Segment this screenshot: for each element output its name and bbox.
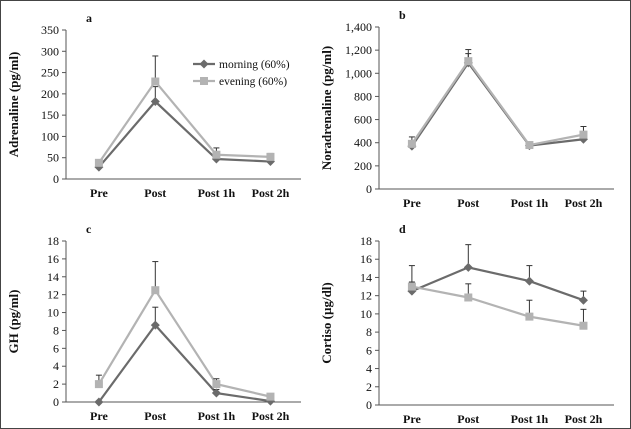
data-point-c-0-0 — [94, 397, 104, 407]
legend-marker-1 — [200, 77, 208, 85]
x-tick-label-a-3: Post 2h — [252, 186, 290, 200]
x-tick-label-b-0: Pre — [403, 196, 421, 210]
x-tick-label-b-3: Post 2h — [565, 196, 603, 210]
data-point-a-0-1 — [150, 97, 160, 107]
data-point-d-1-0 — [407, 282, 416, 291]
x-tick-label-a-1: Post — [144, 186, 166, 200]
y-tick-label-c-9: 18 — [47, 234, 59, 248]
y-tick-label-b-3: 600 — [354, 113, 372, 127]
y-tick-label-d-1: 2 — [366, 380, 372, 394]
data-point-a-1-1 — [151, 77, 160, 86]
y-tick-label-a-7: 350 — [41, 23, 59, 37]
series-line-d-0 — [411, 266, 584, 302]
y-tick-label-a-6: 300 — [41, 44, 59, 58]
y-tick-label-c-0: 0 — [53, 395, 59, 409]
data-point-b-1-2 — [525, 141, 534, 150]
panel-label-c: c — [86, 222, 92, 236]
y-tick-label-b-1: 200 — [354, 159, 372, 173]
panel-label-a: a — [86, 11, 92, 25]
y-tick-label-c-5: 10 — [47, 306, 59, 320]
y-tick-label-b-5: 1,000 — [345, 66, 372, 80]
y-tick-label-c-2: 4 — [53, 359, 59, 373]
y-tick-label-a-2: 100 — [41, 129, 59, 143]
legend-marker-0 — [199, 59, 209, 69]
y-tick-label-d-5: 10 — [360, 307, 372, 321]
series-line-c-1 — [97, 288, 271, 398]
y-tick-label-a-5: 250 — [41, 66, 59, 80]
x-tick-label-d-0: Pre — [403, 412, 421, 426]
y-tick-label-a-0: 0 — [53, 172, 59, 186]
y-tick-label-c-7: 14 — [47, 270, 59, 284]
data-point-d-0-3 — [578, 295, 588, 305]
y-tick-label-d-6: 12 — [360, 289, 372, 303]
y-tick-label-d-9: 18 — [360, 234, 372, 248]
x-tick-label-d-1: Post — [457, 412, 479, 426]
series-line-a-0 — [98, 99, 271, 168]
data-point-c-1-0 — [94, 380, 103, 389]
x-tick-label-c-0: Pre — [90, 409, 108, 423]
y-axis-label-b: Noradrenaline (pg/ml) — [319, 46, 334, 170]
x-tick-label-d-3: Post 2h — [565, 412, 603, 426]
y-axis-label-a: Adrenaline (pg/ml) — [6, 52, 21, 158]
y-tick-label-b-7: 1,400 — [345, 20, 372, 34]
x-tick-label-c-1: Post — [144, 409, 166, 423]
x-tick-label-b-2: Post 1h — [511, 196, 549, 210]
data-point-a-1-3 — [266, 152, 275, 161]
y-tick-label-d-8: 16 — [360, 252, 372, 266]
y-tick-label-a-4: 200 — [41, 87, 59, 101]
data-point-a-1-2 — [212, 150, 221, 159]
y-tick-label-b-0: 0 — [366, 182, 372, 196]
y-tick-label-d-4: 8 — [366, 325, 372, 339]
panel-label-d: d — [399, 222, 406, 236]
data-point-c-1-1 — [151, 286, 160, 295]
y-tick-label-d-3: 6 — [366, 343, 372, 357]
x-tick-label-c-3: Post 2h — [252, 409, 290, 423]
data-point-c-0-2 — [211, 388, 221, 398]
y-tick-label-c-3: 6 — [53, 341, 59, 355]
x-tick-label-c-2: Post 1h — [198, 409, 236, 423]
data-point-c-0-1 — [150, 320, 160, 330]
y-tick-label-d-2: 4 — [366, 362, 372, 376]
panel-label-b: b — [399, 8, 406, 22]
series-line-a-1 — [97, 79, 271, 164]
y-tick-label-c-1: 2 — [53, 377, 59, 391]
data-point-d-0-2 — [524, 276, 534, 286]
data-point-d-1-2 — [525, 312, 534, 321]
data-point-d-1-3 — [579, 321, 588, 330]
data-point-c-1-2 — [212, 380, 221, 389]
data-point-a-1-0 — [94, 158, 103, 167]
data-point-b-1-3 — [579, 130, 588, 139]
y-tick-label-a-3: 150 — [41, 108, 59, 122]
y-tick-label-c-4: 8 — [53, 323, 59, 337]
x-tick-label-a-0: Pre — [90, 186, 108, 200]
y-tick-label-d-0: 0 — [366, 398, 372, 412]
y-tick-label-a-1: 50 — [47, 151, 59, 165]
legend-label-0: morning (60%) — [219, 59, 290, 71]
data-point-d-1-1 — [464, 293, 473, 302]
data-point-b-1-0 — [407, 139, 416, 148]
data-point-d-0-1 — [463, 262, 473, 272]
x-tick-label-d-2: Post 1h — [511, 412, 549, 426]
x-tick-label-b-1: Post — [457, 196, 479, 210]
legend-label-1: evening (60%) — [219, 76, 287, 88]
data-point-b-1-1 — [464, 57, 473, 66]
y-tick-label-b-4: 800 — [354, 89, 372, 103]
y-tick-label-b-2: 400 — [354, 136, 372, 150]
y-axis-label-c: GH (pg/ml) — [6, 290, 21, 354]
x-tick-label-a-2: Post 1h — [198, 186, 236, 200]
series-line-c-0 — [98, 323, 271, 403]
y-tick-label-d-7: 14 — [360, 270, 372, 284]
y-axis-label-d: Cortiso (µg/dl) — [319, 282, 334, 364]
data-point-c-1-3 — [266, 392, 275, 401]
series-line-d-1 — [411, 285, 584, 327]
y-tick-label-b-6: 1,200 — [345, 43, 372, 57]
y-tick-label-c-6: 12 — [47, 288, 59, 302]
y-tick-label-c-8: 16 — [47, 252, 59, 266]
series-line-b-1 — [410, 59, 584, 147]
